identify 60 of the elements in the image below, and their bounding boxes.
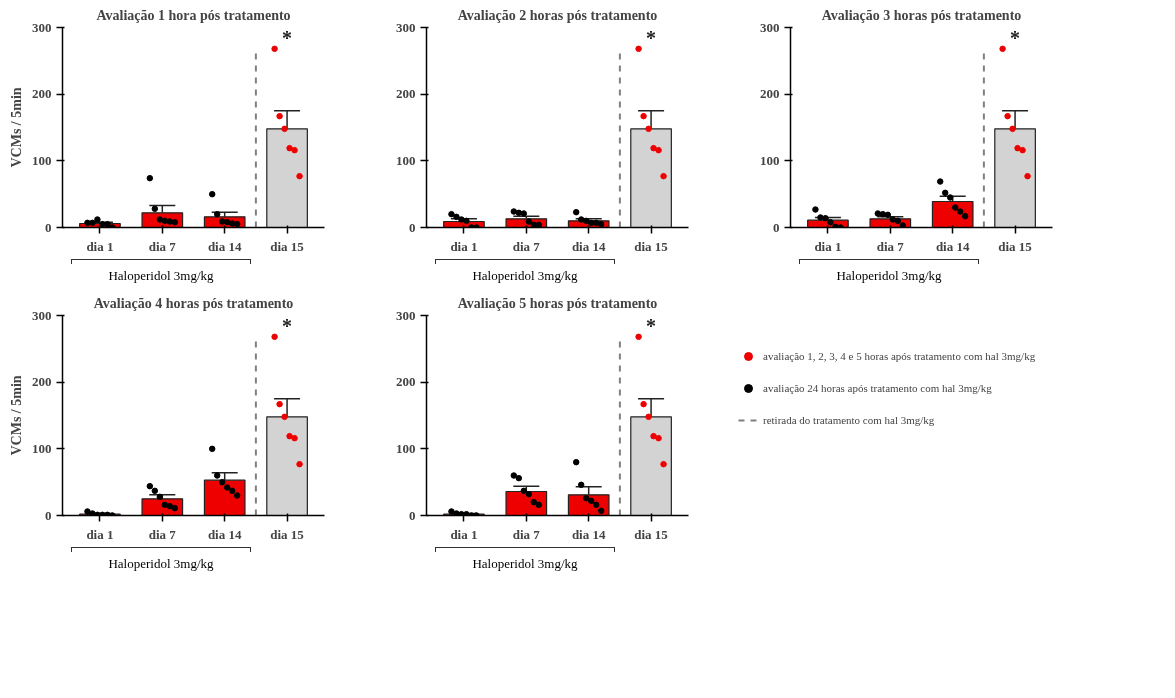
text: Haloperidol 3mg/kg [471,555,579,573]
x-tick-label: dia 14 [207,238,242,254]
annotation: * [1010,26,1021,49]
y-tick-label: 0 [409,219,416,235]
y-tick-label: 0 [45,219,52,235]
x-tick-label: dia 15 [270,238,305,254]
x-tick-label: dia 15 [634,238,669,254]
x-tick-label: dia 1 [450,526,478,542]
y-tick-label: 100 [32,440,52,456]
x-tick-label: dia 14 [571,526,606,542]
y-tick-label: 100 [760,152,780,168]
y-tick-label: 200 [32,374,52,390]
x-tick-label: dia 14 [571,238,606,254]
text: Haloperidol 3mg/kg [835,267,943,285]
y-tick-label: 100 [396,440,416,456]
chart-title: Avaliação 1 hora pós tratamento [96,7,291,23]
x-tick-label: dia 7 [148,238,177,254]
y-tick-label: 100 [396,152,416,168]
x-tick-label: dia 1 [814,238,842,254]
y-tick-label: 300 [32,307,52,323]
x-tick-label: dia 15 [998,238,1033,254]
x-tick-label: dia 7 [512,526,541,542]
y-axis-title: VCMs / 5min [9,87,24,168]
chart-title: Avaliação 2 horas pós tratamento [457,7,658,23]
x-tick-label: dia 1 [86,238,114,254]
y-tick-label: 300 [760,19,780,35]
y-tick-label: 0 [45,507,52,523]
x-tick-label: dia 1 [86,526,114,542]
y-tick-label: 0 [773,219,780,235]
y-axis-title: VCMs / 5min [9,375,24,456]
y-tick-label: 200 [32,86,52,102]
x-tick-label: dia 1 [450,238,478,254]
text: Haloperidol 3mg/kg [107,555,215,573]
y-tick-label: 300 [396,307,416,323]
y-tick-label: 100 [32,152,52,168]
annotation: * [646,26,657,49]
chart-title: Avaliação 3 horas pós tratamento [821,7,1022,23]
chart-title: Avaliação 4 horas pós tratamento [93,295,294,311]
y-tick-label: 200 [396,374,416,390]
text: Haloperidol 3mg/kg [471,267,579,285]
legend-label: avaliação 24 horas após tratamento com hal 3mg/kg [763,382,992,394]
text: Haloperidol 3mg/kg [107,267,215,285]
x-tick-label: dia 7 [148,526,177,542]
x-tick-label: dia 15 [634,526,669,542]
annotation: * [282,26,293,49]
x-tick-label: dia 15 [270,526,305,542]
x-tick-label: dia 14 [207,526,242,542]
y-tick-label: 300 [32,19,52,35]
chart-title: Avaliação 5 horas pós tratamento [457,295,658,311]
text: retirada do tratamento com hal 3mg/kg [763,414,935,426]
x-tick-label: dia 7 [876,238,905,254]
y-tick-label: 300 [396,19,416,35]
y-tick-label: 0 [409,507,416,523]
y-tick-label: 200 [396,86,416,102]
x-tick-label: dia 7 [512,238,541,254]
legend-label: avaliação 1, 2, 3, 4 e 5 horas após tratamento com hal 3mg/kg [763,350,1036,362]
annotation: * [646,314,657,337]
x-tick-label: dia 14 [935,238,970,254]
y-tick-label: 200 [760,86,780,102]
annotation: * [282,314,293,337]
